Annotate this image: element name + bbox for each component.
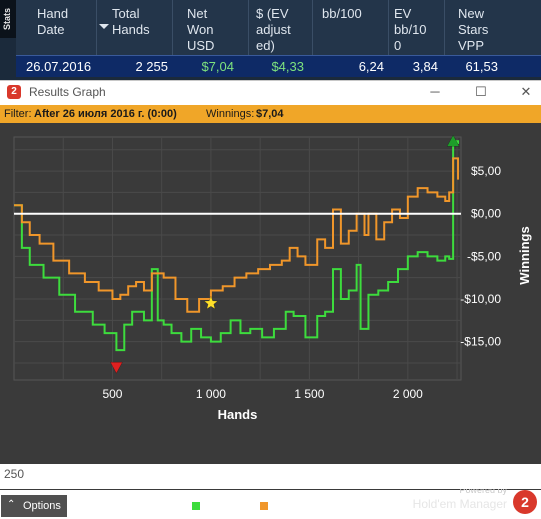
y-tick-label: $5,00 xyxy=(471,164,501,178)
cell-new-stars-vpp: 61,53 xyxy=(465,59,498,74)
stats-side-tab[interactable]: Stats xyxy=(0,0,16,38)
graph-area: 500 1 000 1 500 2 000 $5,00 $0,00 -$5,00 -$10,0… xyxy=(0,123,541,517)
stats-table-header: Hand Date Total Hands Net Won USD $ (EV adjus… xyxy=(16,0,541,55)
column-divider[interactable] xyxy=(444,0,445,55)
column-header-bb100[interactable]: bb/100 xyxy=(322,6,362,22)
window-titlebar[interactable]: 2 Results Graph ─ ☐ ✕ xyxy=(0,81,541,103)
y-tick-label: -$15,00 xyxy=(460,335,501,349)
column-label: Total Hands xyxy=(112,6,150,37)
column-header-ev-bb100[interactable]: EV bb/10 0 xyxy=(394,6,427,54)
stats-side-tab-label: Stats xyxy=(2,7,12,30)
x-tick-label: 2 000 xyxy=(393,387,423,401)
column-header-ev-adjusted[interactable]: $ (EV adjust ed) xyxy=(256,6,291,54)
winnings-value: $7,04 xyxy=(256,108,284,120)
legend-item-all-in-ev[interactable]: All-In EV xyxy=(260,499,319,513)
column-header-total-hands[interactable]: Total Hands xyxy=(112,6,150,38)
cell-net-won: $7,04 xyxy=(201,59,234,74)
column-divider[interactable] xyxy=(96,0,97,55)
underlying-content-strip: 250 xyxy=(0,464,541,489)
cell-ev-bb100: 3,84 xyxy=(412,59,438,74)
series-line-net-won xyxy=(14,140,460,352)
options-label: Options xyxy=(23,500,61,512)
column-header-new-stars-vpp[interactable]: New Stars VPP xyxy=(458,6,488,54)
column-label: Net Won USD xyxy=(187,6,215,53)
y-tick-label: $0,00 xyxy=(471,207,501,221)
column-label: New Stars VPP xyxy=(458,6,489,53)
cell-hand-date: 26.07.2016 xyxy=(26,59,92,74)
brand-name: Hold'em Manager xyxy=(412,497,507,511)
results-graph-window: 2 Results Graph ─ ☐ ✕ Filter: After 26 и… xyxy=(0,80,541,517)
maximize-button[interactable]: ☐ xyxy=(475,84,487,99)
legend-item-net-won[interactable]: Net Won xyxy=(192,499,250,513)
legend-swatch xyxy=(192,502,200,510)
hm2-logo-icon: 2 xyxy=(7,85,21,99)
column-label: $ (EV adjust ed) xyxy=(256,6,291,53)
filter-value: After 26 июля 2016 г. (0:00) xyxy=(34,108,177,120)
cell-total-hands: 2 255 xyxy=(135,59,168,74)
x-tick-label: 1 000 xyxy=(196,387,226,401)
results-chart: 500 1 000 1 500 2 000 $5,00 $0,00 -$5,00 -$10,0… xyxy=(13,134,532,422)
table-row[interactable]: 26.07.2016 2 255 $7,04 $4,33 6,24 3,84 6… xyxy=(16,55,541,77)
stats-panel: Stats Hand Date Total Hands Net Won USD $ (E… xyxy=(0,0,541,82)
star-marker xyxy=(203,295,219,310)
options-button[interactable]: ⌃ Options xyxy=(1,495,67,517)
x-axis-title: Hands xyxy=(218,407,258,422)
chevron-up-icon: ⌃ xyxy=(7,499,16,510)
filter-label: Filter: xyxy=(4,108,32,120)
cell-bb100: 6,24 xyxy=(358,59,384,74)
series-line-all-in-ev xyxy=(14,157,460,313)
y-axis-title: Winnings xyxy=(517,226,532,284)
min-marker xyxy=(109,361,123,374)
underlying-text: 250 xyxy=(4,467,25,481)
stats-divider xyxy=(0,77,541,82)
column-label: Hand Date xyxy=(37,6,69,37)
sort-desc-icon[interactable] xyxy=(99,24,109,29)
column-header-hand-date[interactable]: Hand Date xyxy=(37,6,68,38)
window-title: Results Graph xyxy=(29,85,106,99)
legend-swatch xyxy=(260,502,268,510)
column-divider[interactable] xyxy=(388,0,389,55)
column-divider[interactable] xyxy=(172,0,173,55)
column-label: bb/100 xyxy=(322,6,362,21)
legend-label: All-In EV xyxy=(272,499,319,513)
plot-background xyxy=(13,136,462,381)
x-tick-label: 1 500 xyxy=(294,387,324,401)
cell-ev-adjusted: $4,33 xyxy=(271,59,304,74)
column-label: EV bb/10 0 xyxy=(394,6,427,53)
column-divider[interactable] xyxy=(248,0,249,55)
branding: Powered by Hold'em Manager 2 xyxy=(407,485,537,519)
minimize-button[interactable]: ─ xyxy=(430,84,440,99)
legend-label: Net Won xyxy=(204,499,251,513)
x-tick-label: 500 xyxy=(102,387,122,401)
column-divider[interactable] xyxy=(312,0,313,55)
winnings-label: Winnings: xyxy=(206,108,255,120)
max-marker xyxy=(446,134,460,147)
hm2-badge-icon: 2 xyxy=(513,490,537,514)
y-tick-label: -$5,00 xyxy=(467,249,501,263)
y-tick-label: -$10,00 xyxy=(460,292,501,306)
filter-bar[interactable]: Filter: After 26 июля 2016 г. (0:00) Win… xyxy=(0,105,541,123)
column-header-net-won-usd[interactable]: Net Won USD xyxy=(187,6,214,54)
close-button[interactable]: ✕ xyxy=(520,84,532,99)
